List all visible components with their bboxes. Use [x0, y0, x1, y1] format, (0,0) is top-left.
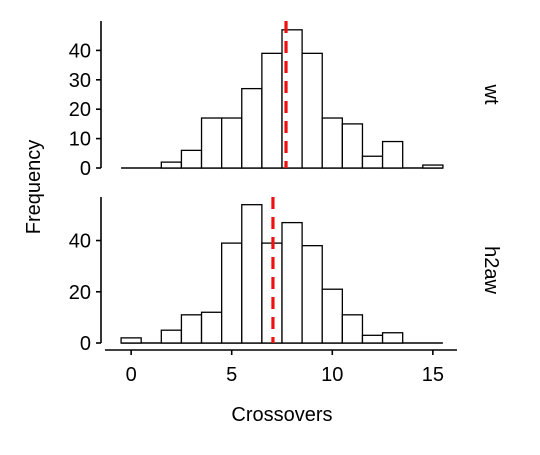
histogram-bar	[321, 117, 343, 169]
panel-h2aw: 0 20 40 h2aw	[69, 197, 502, 355]
histogram-bar	[120, 337, 142, 344]
x-tick-label: 5	[226, 364, 237, 386]
y-tick-label: 20	[69, 99, 91, 121]
histogram-bar	[180, 149, 203, 169]
y-tick-label: 30	[69, 70, 91, 92]
x-axis: 0 5 10 15	[105, 349, 457, 386]
histogram-bar	[321, 288, 343, 344]
y-tick-label: 40	[69, 40, 91, 62]
histogram-bar	[341, 123, 364, 169]
histogram-bar	[180, 314, 203, 344]
x-tick-label: 0	[126, 364, 137, 386]
y-axis-title: Frequency	[23, 140, 45, 235]
histogram-bar	[160, 161, 183, 169]
x-tick-label: 15	[422, 364, 444, 386]
histogram-bar	[301, 245, 323, 344]
histogram-bar	[361, 334, 384, 344]
facet-strip-label: h2aw	[480, 246, 502, 294]
y-tick-label: 20	[69, 282, 91, 304]
histogram-bar	[200, 117, 223, 169]
y-tick-label: 40	[69, 231, 91, 253]
x-tick-label: 10	[321, 364, 343, 386]
y-tick-label: 0	[80, 158, 91, 180]
histogram-bar	[361, 155, 384, 169]
histogram-bar	[281, 221, 303, 344]
histogram-bar	[241, 87, 263, 169]
histogram-bar	[241, 204, 263, 344]
histogram-bar	[301, 52, 323, 169]
histogram-bar	[381, 332, 404, 344]
y-tick-label: 0	[80, 333, 91, 355]
histogram-bar	[381, 140, 404, 169]
histogram-bar	[341, 314, 364, 344]
x-axis-title: Crossovers	[231, 404, 332, 426]
y-tick-label: 10	[69, 129, 91, 151]
facet-strip-label: wt	[480, 84, 502, 105]
histogram-bar	[261, 52, 283, 169]
histogram-bar	[422, 164, 444, 169]
panel-wt: 0 10 20 30 40 wt	[69, 21, 502, 180]
histogram-bar	[221, 242, 243, 344]
histogram-bar	[221, 117, 243, 169]
histogram-bar	[200, 311, 223, 344]
histogram-bar	[160, 329, 183, 344]
